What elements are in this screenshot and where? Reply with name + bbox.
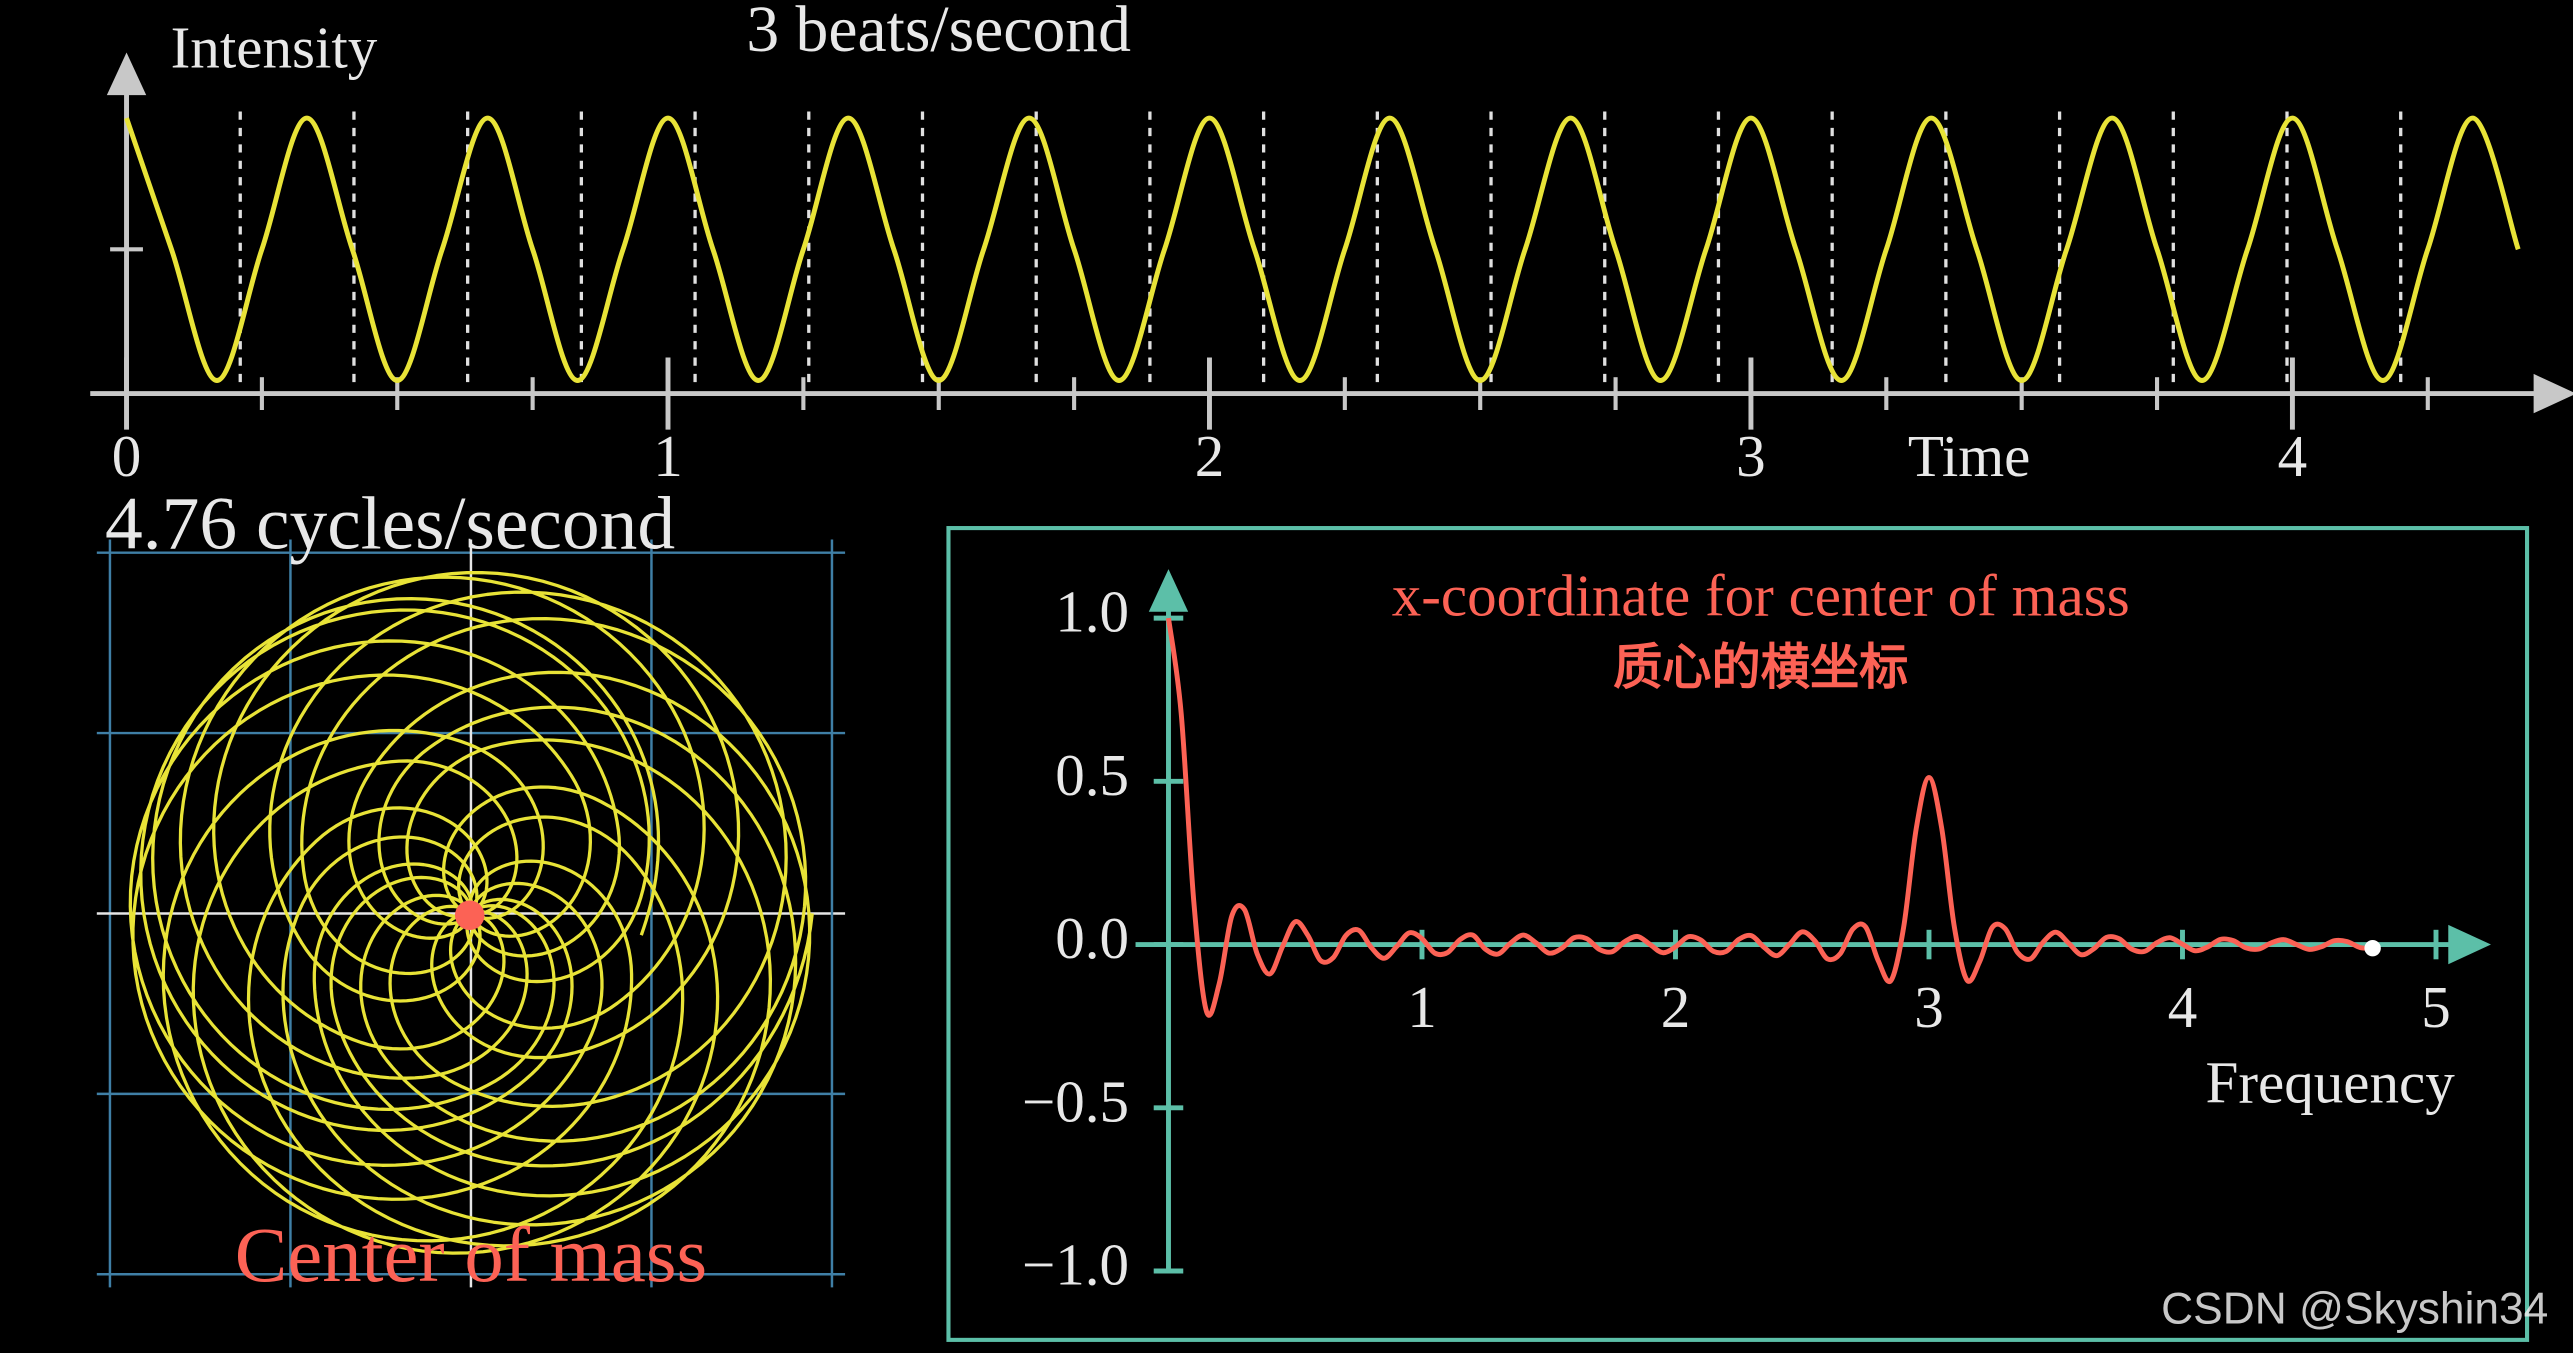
panel-frame	[946, 526, 2530, 1342]
winding-title: 4.76 cycles/second	[105, 483, 675, 566]
chart-title: 3 beats/second	[746, 0, 1131, 66]
y-tick-label: 0.0	[1055, 905, 1129, 971]
y-tick-label: 1.0	[1055, 579, 1129, 645]
data-line	[124, 115, 2521, 383]
center-of-mass-label: Center of mass	[235, 1212, 707, 1299]
y-axis-label: Intensity	[171, 15, 378, 81]
winding-graph	[128, 570, 814, 1255]
y-tick-label: 0.5	[1055, 742, 1129, 808]
current-frequency-dot	[2364, 939, 2381, 957]
x-axis-label: Frequency	[2205, 1050, 2455, 1116]
x-axis-arrow	[2533, 373, 2573, 414]
y-axis-arrow	[1148, 569, 1189, 612]
chart-subtitle: 质心的横坐标	[1613, 638, 1908, 696]
x-tick-label: 0	[112, 423, 142, 489]
x-axis-label: Time	[1908, 423, 2031, 489]
x-tick-label: 3	[1736, 423, 1766, 489]
x-tick-label: 4	[2278, 423, 2308, 489]
x-tick-label: 3	[1914, 974, 1944, 1040]
x-tick-label: 1	[1407, 974, 1437, 1040]
x-tick-label: 5	[2421, 974, 2451, 1040]
x-tick-label: 1	[653, 423, 683, 489]
y-tick-label: −0.5	[1022, 1068, 1129, 1134]
y-axis-arrow	[106, 52, 147, 96]
x-axis-arrow	[2448, 924, 2491, 965]
center-of-mass	[454, 900, 485, 931]
y-tick-label: −1.0	[1022, 1232, 1129, 1298]
watermark: CSDN @Skyshin34	[2161, 1285, 2548, 1334]
x-tick-label: 2	[1195, 423, 1225, 489]
data-line	[1166, 617, 2373, 1018]
chart-title: x-coordinate for center of mass	[1392, 562, 2130, 628]
x-tick-label: 2	[1661, 974, 1691, 1040]
x-tick-label: 4	[2168, 974, 2198, 1040]
